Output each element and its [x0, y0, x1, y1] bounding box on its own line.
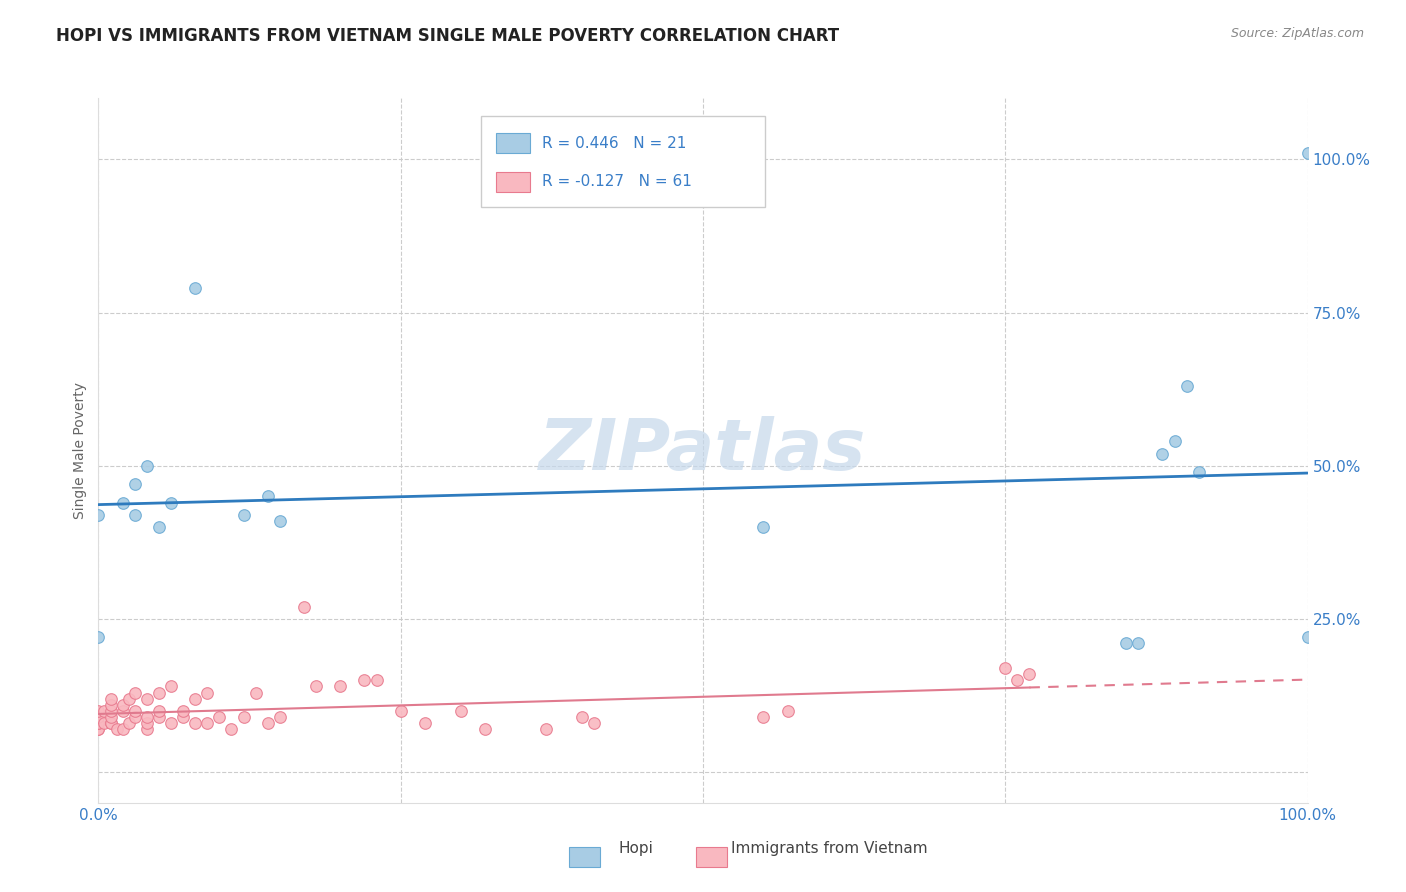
- Point: [100, 716, 122, 731]
- Point: [269, 514, 291, 528]
- Point: [583, 716, 606, 731]
- Point: [118, 716, 141, 731]
- Point: [87, 508, 110, 522]
- Point: [100, 710, 122, 724]
- Point: [752, 520, 775, 534]
- Point: [105, 723, 128, 737]
- Point: [111, 723, 134, 737]
- Point: [87, 710, 110, 724]
- Point: [1163, 434, 1185, 449]
- Point: [450, 704, 472, 718]
- Point: [1175, 379, 1198, 393]
- Point: [93, 716, 115, 731]
- Point: [1018, 667, 1040, 681]
- Point: [172, 710, 194, 724]
- Point: [292, 599, 315, 614]
- Point: [256, 490, 278, 504]
- Point: [111, 495, 134, 509]
- Point: [135, 458, 157, 473]
- Point: [160, 495, 183, 509]
- Point: [100, 716, 122, 731]
- Point: [160, 716, 183, 731]
- Point: [87, 716, 110, 731]
- Point: [1296, 631, 1319, 645]
- Point: [148, 685, 170, 699]
- Point: [111, 698, 134, 712]
- Point: [329, 679, 352, 693]
- FancyBboxPatch shape: [496, 134, 530, 153]
- Point: [118, 691, 141, 706]
- Point: [111, 704, 134, 718]
- Point: [124, 710, 146, 724]
- Text: HOPI VS IMMIGRANTS FROM VIETNAM SINGLE MALE POVERTY CORRELATION CHART: HOPI VS IMMIGRANTS FROM VIETNAM SINGLE M…: [56, 27, 839, 45]
- Point: [752, 710, 775, 724]
- Point: [366, 673, 388, 688]
- Point: [1296, 146, 1319, 161]
- Point: [413, 716, 436, 731]
- Point: [994, 661, 1017, 675]
- FancyBboxPatch shape: [481, 116, 765, 207]
- Point: [87, 704, 110, 718]
- Point: [100, 691, 122, 706]
- Point: [148, 710, 170, 724]
- Point: [100, 698, 122, 712]
- Text: R = -0.127   N = 61: R = -0.127 N = 61: [543, 175, 692, 189]
- Point: [160, 679, 183, 693]
- Point: [305, 679, 328, 693]
- Point: [135, 716, 157, 731]
- Point: [135, 691, 157, 706]
- Point: [124, 508, 146, 522]
- Point: [148, 704, 170, 718]
- Point: [148, 520, 170, 534]
- Point: [87, 716, 110, 731]
- Point: [571, 710, 593, 724]
- Point: [232, 508, 254, 522]
- Point: [124, 685, 146, 699]
- Point: [100, 704, 122, 718]
- Point: [135, 710, 157, 724]
- Text: ZIPatlas: ZIPatlas: [540, 416, 866, 485]
- Point: [269, 710, 291, 724]
- Point: [124, 704, 146, 718]
- Point: [232, 710, 254, 724]
- Point: [256, 716, 278, 731]
- Point: [245, 685, 267, 699]
- Point: [389, 704, 412, 718]
- Point: [1115, 636, 1137, 650]
- Point: [353, 673, 375, 688]
- Point: [221, 723, 243, 737]
- Text: Immigrants from Vietnam: Immigrants from Vietnam: [731, 841, 928, 856]
- Point: [93, 704, 115, 718]
- Point: [195, 685, 218, 699]
- Point: [172, 704, 194, 718]
- Point: [1152, 446, 1174, 460]
- Point: [87, 723, 110, 737]
- Point: [195, 716, 218, 731]
- Y-axis label: Single Male Poverty: Single Male Poverty: [73, 382, 87, 519]
- Point: [1007, 673, 1029, 688]
- Point: [87, 723, 110, 737]
- Point: [87, 631, 110, 645]
- Text: R = 0.446   N = 21: R = 0.446 N = 21: [543, 136, 686, 151]
- Point: [474, 723, 496, 737]
- Point: [135, 723, 157, 737]
- Point: [184, 691, 207, 706]
- Point: [184, 716, 207, 731]
- Point: [208, 710, 231, 724]
- Point: [1188, 465, 1211, 479]
- Point: [1128, 636, 1150, 650]
- FancyBboxPatch shape: [496, 172, 530, 192]
- Point: [184, 281, 207, 295]
- Text: Source: ZipAtlas.com: Source: ZipAtlas.com: [1230, 27, 1364, 40]
- Point: [776, 704, 799, 718]
- Point: [534, 723, 557, 737]
- Point: [124, 477, 146, 491]
- Text: Hopi: Hopi: [619, 841, 654, 856]
